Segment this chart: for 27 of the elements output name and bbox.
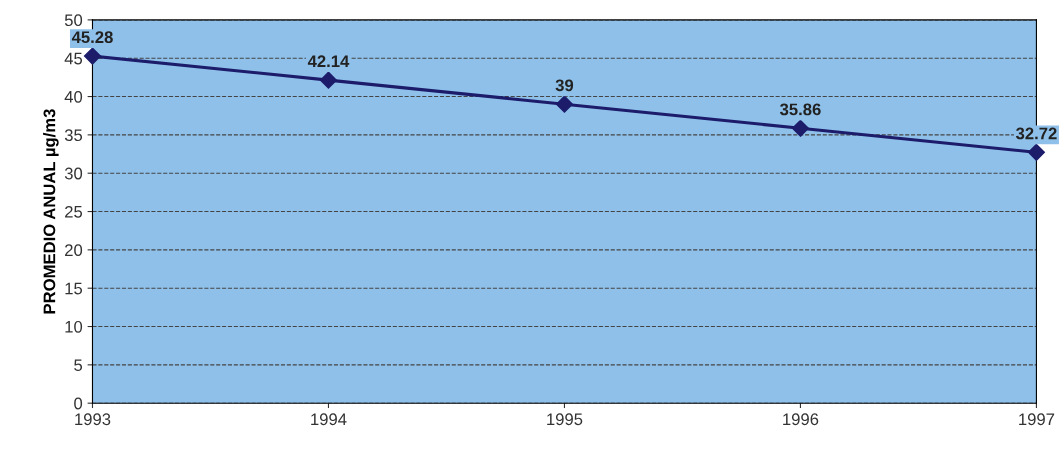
y-tick-label: 25 (65, 205, 83, 218)
point (83, 47, 102, 65)
data-label: 39 (555, 79, 574, 92)
data-label: 35.86 (779, 103, 821, 116)
y-tick-label: 40 (64, 90, 83, 103)
y-tick-label: 30 (64, 167, 83, 180)
data-label: 45.28 (71, 31, 113, 44)
x-tick-label: 1993 (75, 413, 111, 426)
y-axis-title: PROMEDIO ANUAL µg/m3 (43, 109, 59, 314)
x-tick-label: 1997 (1019, 413, 1055, 426)
x-tick-label: 1996 (783, 413, 819, 426)
y-tick-label: 50 (64, 14, 83, 27)
y-tick-label: 15 (65, 282, 83, 295)
y-tick-label: 45 (64, 52, 83, 65)
point (555, 95, 574, 113)
point (791, 119, 809, 137)
data-label: 42.14 (307, 55, 350, 67)
y-tick-label: 35 (64, 129, 83, 142)
y-tick-label: 10 (65, 320, 83, 333)
point (319, 71, 338, 89)
x-tick-label: 1994 (311, 413, 347, 426)
x-tick-label: 1995 (547, 413, 583, 426)
point (1027, 143, 1045, 161)
y-tick-label: 5 (74, 359, 83, 372)
y-tick-label: 0 (74, 397, 83, 410)
data-label: 32.72 (1015, 127, 1057, 140)
y-tick-label: 20 (65, 244, 83, 257)
